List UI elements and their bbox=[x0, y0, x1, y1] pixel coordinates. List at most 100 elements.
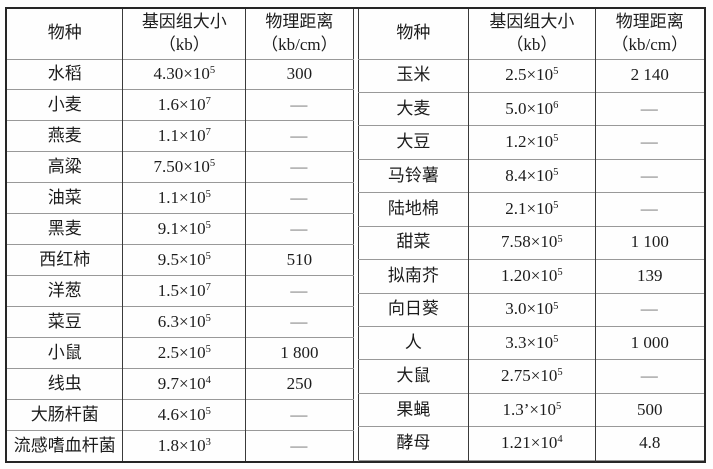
physical-distance-cell: 510 bbox=[245, 244, 353, 276]
genome-size-cell: 6.3×105 bbox=[122, 306, 246, 338]
physical-distance-cell: — bbox=[245, 213, 353, 245]
genome-table-left: 物种 基因组大小 （kb） 物理距离 （kb/cm） 水稻 4.30×105 300… bbox=[7, 9, 354, 461]
exponent: 5 bbox=[209, 65, 216, 77]
species-cell: 大鼠 bbox=[358, 359, 469, 394]
table-row: 陆地棉 2.1×105— bbox=[358, 192, 704, 227]
genome-table-right: 物种 基因组大小 （kb） 物理距离 （kb/cm） 玉米 2.5×105 2 14… bbox=[357, 9, 704, 461]
col-header-physical-distance: 物理距离 （kb/cm） bbox=[594, 9, 704, 59]
table-row: 洋葱 1.5×107— bbox=[7, 275, 353, 307]
species-cell: 流感嗜血杆菌 bbox=[7, 430, 123, 461]
genome-size-cell: 1.1×107 bbox=[122, 120, 246, 152]
genome-size-cell: 3.0×105 bbox=[468, 292, 595, 327]
table-row: 小麦 1.6×107— bbox=[7, 89, 353, 121]
genome-size-cell: 2.75×105 bbox=[468, 359, 595, 394]
exponent: 7 bbox=[205, 127, 211, 139]
genome-size-header-label: 基因组大小 bbox=[141, 11, 227, 31]
table-row: 线虫 9.7×104 250 bbox=[7, 368, 353, 400]
physical-distance-header-label: 物理距离 bbox=[265, 11, 334, 31]
table-row: 人 3.3×105 1 000 bbox=[358, 325, 704, 360]
species-header-label: 物种 bbox=[396, 23, 431, 43]
exponent: 5 bbox=[205, 405, 211, 417]
physical-distance-cell: — bbox=[245, 89, 353, 121]
exponent: 5 bbox=[209, 158, 216, 170]
exponent: 5 bbox=[205, 312, 211, 324]
genome-size-cell: 2.1×105 bbox=[468, 192, 595, 227]
table-body-right: 玉米 2.5×105 2 140 大麦 5.0×106— 大豆 1.2×105— 马铃薯 8.4… bbox=[358, 58, 704, 461]
physical-distance-cell: 250 bbox=[245, 368, 353, 400]
species-cell: 水稻 bbox=[7, 58, 123, 90]
physical-distance-unit-label: （kb/cm） bbox=[261, 34, 338, 54]
exponent: 4 bbox=[557, 434, 563, 446]
species-cell: 马铃薯 bbox=[358, 158, 469, 193]
genome-size-cell: 9.1×105 bbox=[122, 213, 246, 245]
col-header-physical-distance: 物理距离 （kb/cm） bbox=[245, 9, 353, 59]
table-row: 大鼠 2.75×105— bbox=[358, 359, 704, 394]
exponent: 5 bbox=[205, 189, 211, 201]
col-header-genome-size: 基因组大小 （kb） bbox=[122, 9, 246, 59]
table-row: 小鼠 2.5×105 1 800 bbox=[7, 337, 353, 369]
exponent: 3 bbox=[205, 436, 211, 448]
genome-size-cell: 7.58×105 bbox=[468, 225, 595, 260]
species-header-label: 物种 bbox=[47, 23, 82, 43]
physical-distance-cell: — bbox=[245, 275, 353, 307]
table-row: 酵母 1.21×104 4.8 bbox=[358, 426, 704, 461]
species-cell: 燕麦 bbox=[7, 120, 123, 152]
species-cell: 玉米 bbox=[358, 58, 469, 93]
genome-tables-frame: 物种 基因组大小 （kb） 物理距离 （kb/cm） 水稻 4.30×105 300… bbox=[5, 7, 706, 463]
physical-distance-cell: — bbox=[245, 151, 353, 183]
col-header-species: 物种 bbox=[358, 9, 469, 59]
physical-distance-cell: 139 bbox=[594, 259, 704, 294]
genome-size-cell: 4.6×105 bbox=[122, 399, 246, 431]
table-row: 高粱 7.50×105— bbox=[7, 151, 353, 183]
col-header-species: 物种 bbox=[7, 9, 123, 59]
species-cell: 高粱 bbox=[7, 151, 123, 183]
table-row: 燕麦 1.1×107— bbox=[7, 120, 353, 152]
species-cell: 西红柿 bbox=[7, 244, 123, 276]
exponent: 5 bbox=[555, 400, 562, 412]
species-cell: 小麦 bbox=[7, 89, 123, 121]
species-cell: 油菜 bbox=[7, 182, 123, 214]
physical-distance-cell: 300 bbox=[245, 58, 353, 90]
exponent: 5 bbox=[553, 333, 559, 345]
physical-distance-cell: 1 000 bbox=[594, 325, 704, 360]
table-row: 西红柿 9.5×105 510 bbox=[7, 244, 353, 276]
table-row: 拟南芥 1.20×105 139 bbox=[358, 259, 704, 294]
species-cell: 洋葱 bbox=[7, 275, 123, 307]
physical-distance-cell: — bbox=[594, 359, 704, 394]
exponent: 7 bbox=[205, 96, 211, 108]
genome-size-cell: 1.21×104 bbox=[468, 426, 595, 461]
species-cell: 大麦 bbox=[358, 91, 469, 126]
exponent: 5 bbox=[205, 343, 211, 355]
exponent: 5 bbox=[557, 267, 563, 279]
species-cell: 陆地棉 bbox=[358, 192, 469, 227]
exponent: 7 bbox=[205, 282, 211, 293]
genome-size-cell: 5.0×106 bbox=[468, 91, 595, 126]
table-row: 菜豆 6.3×105— bbox=[7, 306, 353, 338]
physical-distance-cell: — bbox=[245, 399, 353, 431]
physical-distance-cell bbox=[594, 459, 704, 461]
physical-distance-cell: — bbox=[245, 182, 353, 214]
physical-distance-unit-label: （kb/cm） bbox=[611, 34, 689, 54]
exponent: 5 bbox=[557, 233, 563, 245]
genome-size-cell: 9.7×104 bbox=[122, 368, 246, 400]
header-row: 物种 基因组大小 （kb） 物理距离 （kb/cm） bbox=[7, 9, 353, 59]
table-row: 向日葵 3.0×105— bbox=[358, 292, 704, 327]
genome-size-cell: 1.6×107 bbox=[122, 89, 246, 121]
species-cell: 大肠杆菌 bbox=[7, 399, 123, 431]
physical-distance-cell: — bbox=[245, 120, 353, 152]
table-row bbox=[358, 459, 704, 461]
exponent: 5 bbox=[205, 220, 211, 232]
physical-distance-cell: — bbox=[594, 91, 704, 126]
species-cell: 线虫 bbox=[7, 368, 123, 400]
genome-size-cell: 1.3’×105 bbox=[468, 392, 595, 427]
genome-size-cell: 2.5×105 bbox=[122, 337, 246, 369]
exponent: 5 bbox=[205, 251, 211, 263]
genome-size-cell: 8.4×105 bbox=[468, 158, 595, 193]
col-header-genome-size: 基因组大小 （kb） bbox=[468, 9, 595, 59]
physical-distance-cell: — bbox=[594, 125, 704, 160]
exponent: 4 bbox=[205, 374, 211, 386]
header-row: 物种 基因组大小 （kb） 物理距离 （kb/cm） bbox=[358, 9, 704, 59]
table-row: 大肠杆菌 4.6×105— bbox=[7, 399, 353, 431]
physical-distance-header-label: 物理距离 bbox=[615, 11, 684, 31]
